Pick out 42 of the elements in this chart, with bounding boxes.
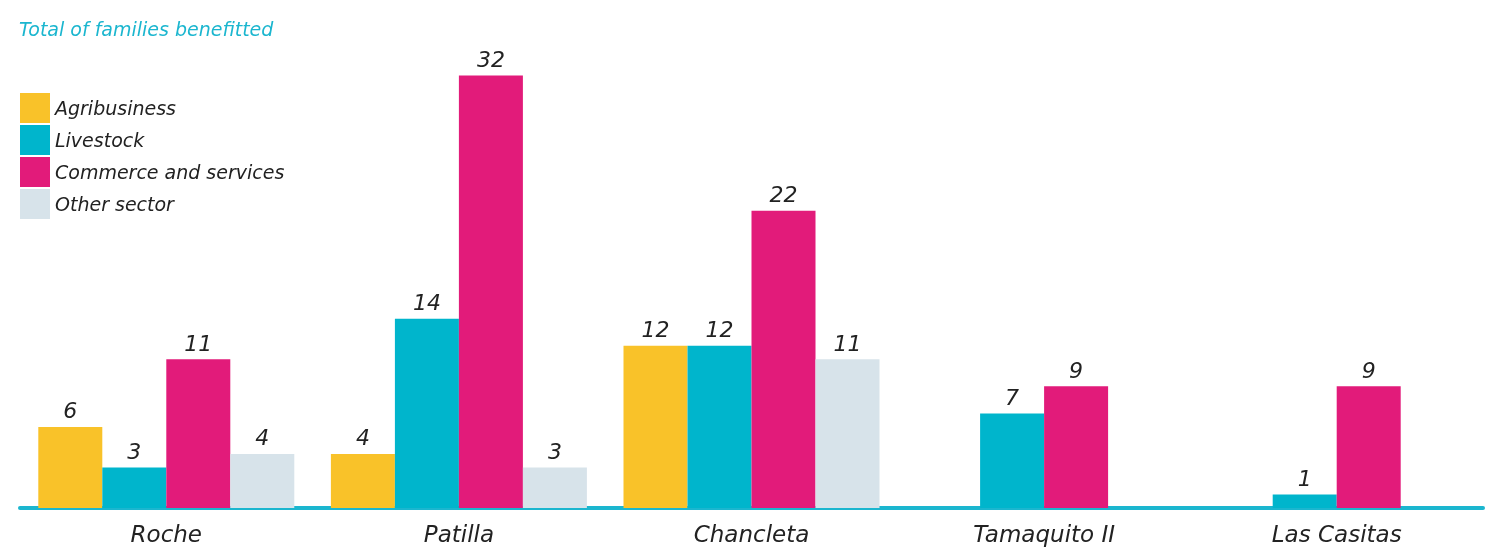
data-label: 4 bbox=[255, 425, 270, 451]
x-tick-label: Patilla bbox=[423, 520, 495, 547]
bar bbox=[230, 453, 295, 508]
bar bbox=[522, 467, 587, 508]
legend-label: Commerce and services bbox=[55, 161, 285, 183]
data-label: 6 bbox=[63, 398, 78, 424]
data-label: 9 bbox=[1361, 357, 1376, 383]
legend-label: Livestock bbox=[55, 129, 146, 151]
bar bbox=[458, 75, 523, 508]
data-label: 9 bbox=[1069, 357, 1084, 383]
data-label: 3 bbox=[127, 438, 142, 464]
x-tick-label: Chancleta bbox=[693, 520, 810, 547]
bar bbox=[623, 345, 688, 508]
legend-label: Agribusiness bbox=[53, 97, 177, 119]
x-tick-label: Tamaquito II bbox=[973, 520, 1116, 547]
bar bbox=[394, 318, 459, 508]
chart-title: Total of families benefitted bbox=[19, 17, 275, 40]
x-tick-label: Roche bbox=[130, 520, 203, 547]
data-label: 4 bbox=[355, 425, 370, 451]
data-label: 1 bbox=[1297, 465, 1312, 491]
data-label: 32 bbox=[476, 47, 505, 73]
data-label: 11 bbox=[184, 330, 213, 356]
bar bbox=[166, 359, 231, 508]
data-label: 3 bbox=[547, 438, 562, 464]
data-label: 12 bbox=[641, 317, 670, 343]
bar bbox=[980, 413, 1045, 508]
x-tick-label: Las Casitas bbox=[1271, 520, 1402, 547]
bar bbox=[38, 426, 103, 508]
data-label: 12 bbox=[705, 317, 734, 343]
bar bbox=[1336, 386, 1401, 508]
data-label: 7 bbox=[1005, 384, 1020, 410]
legend-label: Other sector bbox=[55, 193, 176, 215]
data-label: 22 bbox=[769, 182, 798, 208]
data-label: 14 bbox=[412, 290, 441, 316]
data-label: 11 bbox=[833, 330, 862, 356]
bar bbox=[330, 453, 395, 508]
bar bbox=[1272, 494, 1337, 508]
bar bbox=[815, 359, 880, 508]
bar bbox=[102, 467, 167, 508]
bar bbox=[1044, 386, 1109, 508]
bar bbox=[687, 345, 752, 508]
bar bbox=[751, 210, 816, 508]
